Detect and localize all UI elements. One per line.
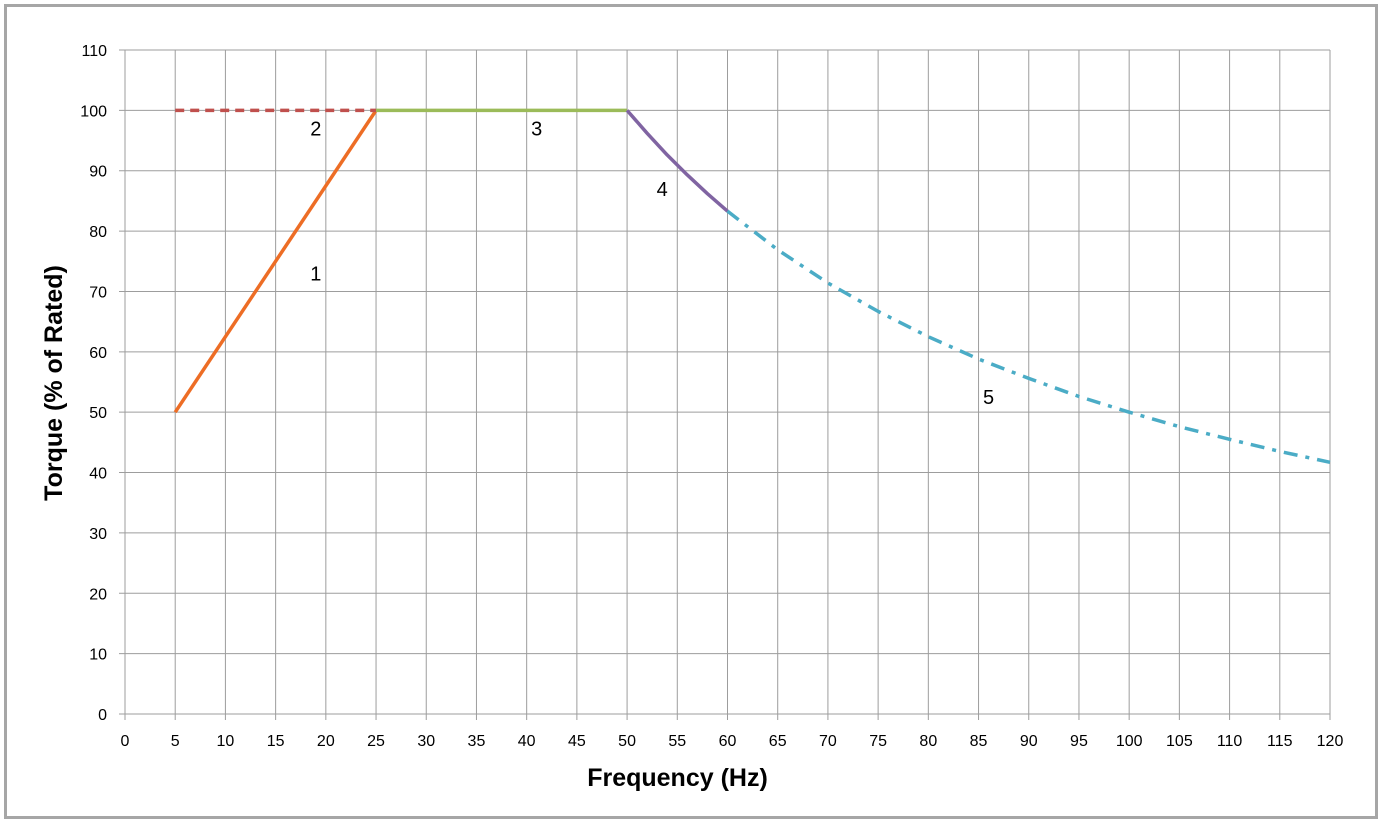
- x-tick-label: 100: [1116, 733, 1143, 750]
- x-tick-label: 120: [1317, 733, 1344, 750]
- series-label-5: 5: [983, 387, 994, 409]
- x-tick-label: 90: [1020, 733, 1038, 750]
- series-line-1: [173, 109, 378, 414]
- x-tick-label: 60: [719, 733, 737, 750]
- y-tick-label: 70: [89, 284, 107, 301]
- x-tick-label: 105: [1166, 733, 1193, 750]
- x-tick-label: 70: [819, 733, 837, 750]
- grid: [119, 49, 1331, 720]
- x-tick-labels: 0 5 10 15 20 25 30 35 40 45 50 55 60 65 70 75 80 85 90 95 10…: [121, 733, 1344, 750]
- x-tick-label: 35: [468, 733, 486, 750]
- x-tick-label: 110: [1217, 733, 1243, 750]
- x-tick-label: 0: [121, 733, 130, 750]
- x-tick-label: 55: [668, 733, 686, 750]
- y-axis-title: Torque (% of Rated): [40, 265, 68, 501]
- chart-frame: [4, 4, 1378, 819]
- series-label-2: 2: [310, 118, 321, 140]
- y-tick-label: 100: [80, 103, 107, 120]
- x-tick-label: 20: [317, 733, 335, 750]
- x-tick-label: 40: [518, 733, 536, 750]
- x-tick-label: 15: [267, 733, 285, 750]
- series-line-4: [625, 109, 729, 213]
- x-tick-label: 115: [1267, 733, 1293, 750]
- x-tick-label: 30: [417, 733, 435, 750]
- series-lines: [173, 108, 1331, 464]
- y-tick-label: 60: [89, 345, 107, 362]
- x-axis-title: Frequency (Hz): [587, 764, 768, 792]
- y-tick-label: 0: [98, 707, 107, 724]
- series-labels: 1 2 3 4 5: [310, 118, 994, 409]
- x-tick-label: 5: [171, 733, 180, 750]
- x-tick-label: 85: [970, 733, 988, 750]
- y-tick-label: 50: [89, 405, 107, 422]
- x-tick-label: 80: [919, 733, 937, 750]
- y-tick-label: 20: [89, 586, 107, 603]
- y-tick-label: 80: [89, 224, 107, 241]
- x-tick-label: 75: [869, 733, 887, 750]
- x-tick-label: 45: [568, 733, 586, 750]
- series-line-5: [726, 209, 1331, 464]
- x-tick-label: 25: [367, 733, 385, 750]
- series-label-4: 4: [657, 179, 668, 201]
- series-label-3: 3: [531, 118, 542, 140]
- y-tick-label: 90: [89, 164, 107, 181]
- y-tick-labels: 0 10 20 30 40 50 60 70 80 90 100 110: [80, 43, 107, 724]
- x-tick-label: 10: [217, 733, 235, 750]
- series-label-1: 1: [310, 263, 321, 285]
- y-tick-label: 110: [81, 43, 107, 60]
- x-tick-label: 95: [1070, 733, 1088, 750]
- y-tick-label: 30: [89, 526, 107, 543]
- y-tick-label: 40: [89, 466, 107, 483]
- x-tick-label: 50: [618, 733, 636, 750]
- x-tick-label: 65: [769, 733, 787, 750]
- y-tick-label: 10: [89, 647, 107, 664]
